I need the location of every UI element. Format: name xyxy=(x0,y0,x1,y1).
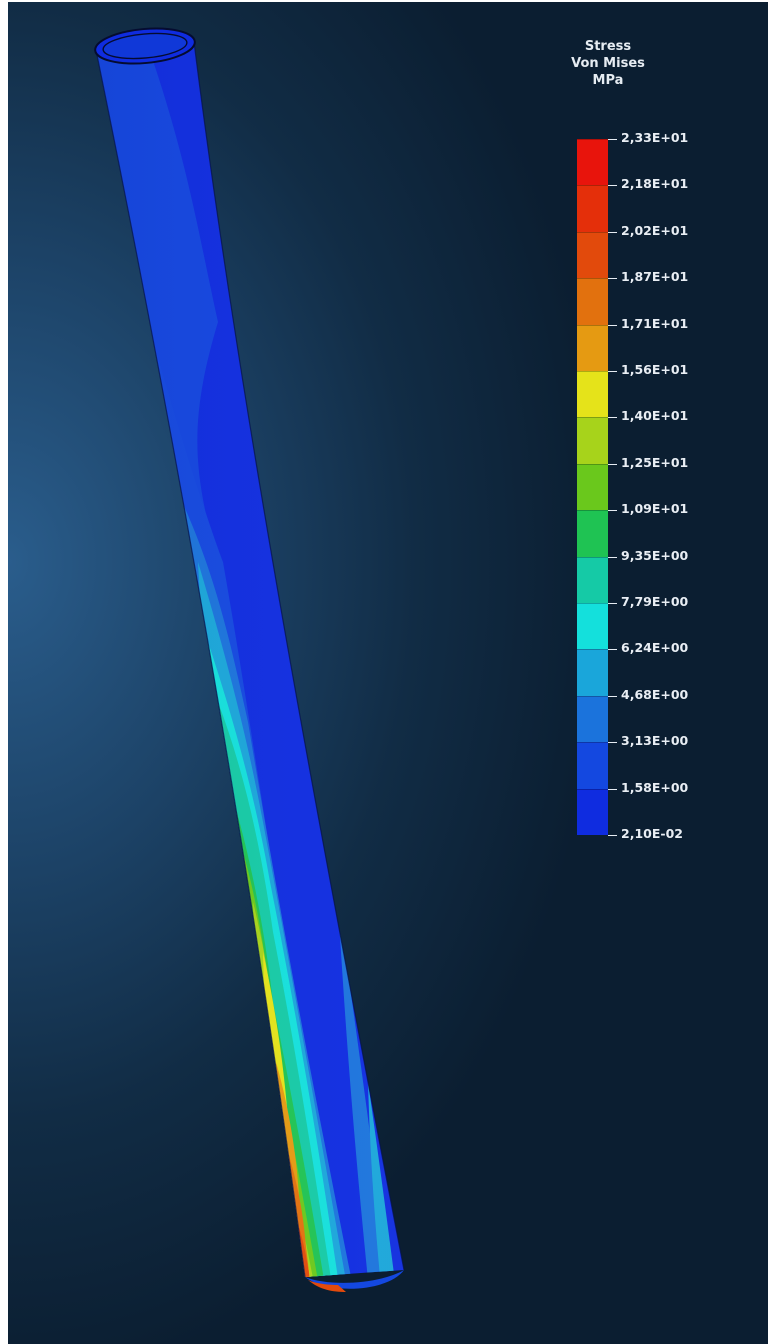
legend-tick-mark xyxy=(608,695,617,697)
legend-tick-label: 4,68E+00 xyxy=(621,686,689,702)
legend-band xyxy=(577,185,608,232)
legend-band xyxy=(577,278,608,325)
legend-band xyxy=(577,139,608,186)
legend-tick-label: 6,24E+00 xyxy=(621,640,689,656)
legend-tick-mark xyxy=(608,649,617,651)
legend-tick-label: 2,33E+01 xyxy=(621,130,689,145)
legend-band xyxy=(577,510,608,557)
legend-tick-label: 1,09E+01 xyxy=(621,501,689,517)
tube-model-3d[interactable] xyxy=(8,2,768,1344)
legend-tick-mark xyxy=(608,324,617,326)
legend-band xyxy=(577,649,608,696)
legend-band xyxy=(577,371,608,418)
legend-tick-label: 1,56E+01 xyxy=(621,362,689,377)
legend-tick-label: 1,25E+01 xyxy=(621,454,689,470)
legend-tick-mark xyxy=(608,742,617,744)
legend-title-line-1: Stress xyxy=(584,39,632,54)
legend-tick-label: 7,79E+00 xyxy=(621,594,689,609)
stress-contour-surface xyxy=(96,42,404,1277)
legend-tick-mark xyxy=(608,231,617,233)
legend-tick-mark xyxy=(608,835,617,836)
tube-bottom-base xyxy=(305,1270,404,1292)
legend-tick-label: 3,13E+00 xyxy=(621,733,689,749)
legend-band xyxy=(577,324,608,371)
legend-tick-mark xyxy=(608,417,617,419)
legend-tick-mark xyxy=(608,510,617,512)
legend-tick-mark xyxy=(608,463,617,465)
legend-tick-mark xyxy=(608,603,617,604)
legend-title-line-3: MPa xyxy=(592,73,624,88)
legend-tick-label: 1,40E+01 xyxy=(621,408,689,424)
legend-band xyxy=(577,742,608,789)
legend-tick-label: 9,35E+00 xyxy=(621,547,689,563)
color-legend-bar xyxy=(577,139,608,835)
legend-tick-mark xyxy=(608,371,617,372)
legend-band xyxy=(577,231,608,279)
legend-tick-label: 1,71E+01 xyxy=(621,315,689,331)
legend-tick-label: 2,02E+01 xyxy=(621,222,689,238)
legend-tick-mark xyxy=(608,139,617,140)
legend-band xyxy=(577,603,608,650)
legend-tick-label: 2,18E+01 xyxy=(621,176,689,192)
legend-tick-mark xyxy=(608,185,617,187)
legend-tick-label: 1,58E+00 xyxy=(621,779,689,795)
legend-tick-mark xyxy=(608,278,617,280)
tube-top-opening xyxy=(94,27,196,65)
legend-band xyxy=(577,695,608,743)
fea-result-viewport[interactable]: Stress Von Mises MPa 2,33E+01 2,18E+01 2,0… xyxy=(8,2,768,1344)
legend-title-line-2: Von Mises xyxy=(571,56,645,71)
legend-tick-mark xyxy=(608,788,617,790)
legend-band xyxy=(577,556,608,603)
legend-band xyxy=(577,788,608,835)
legend-tick-mark xyxy=(608,556,617,558)
legend-band xyxy=(577,463,608,511)
legend-band xyxy=(577,417,608,464)
legend-tick-label: 1,87E+01 xyxy=(621,269,689,285)
legend-tick-label: 2,10E-02 xyxy=(621,826,683,841)
